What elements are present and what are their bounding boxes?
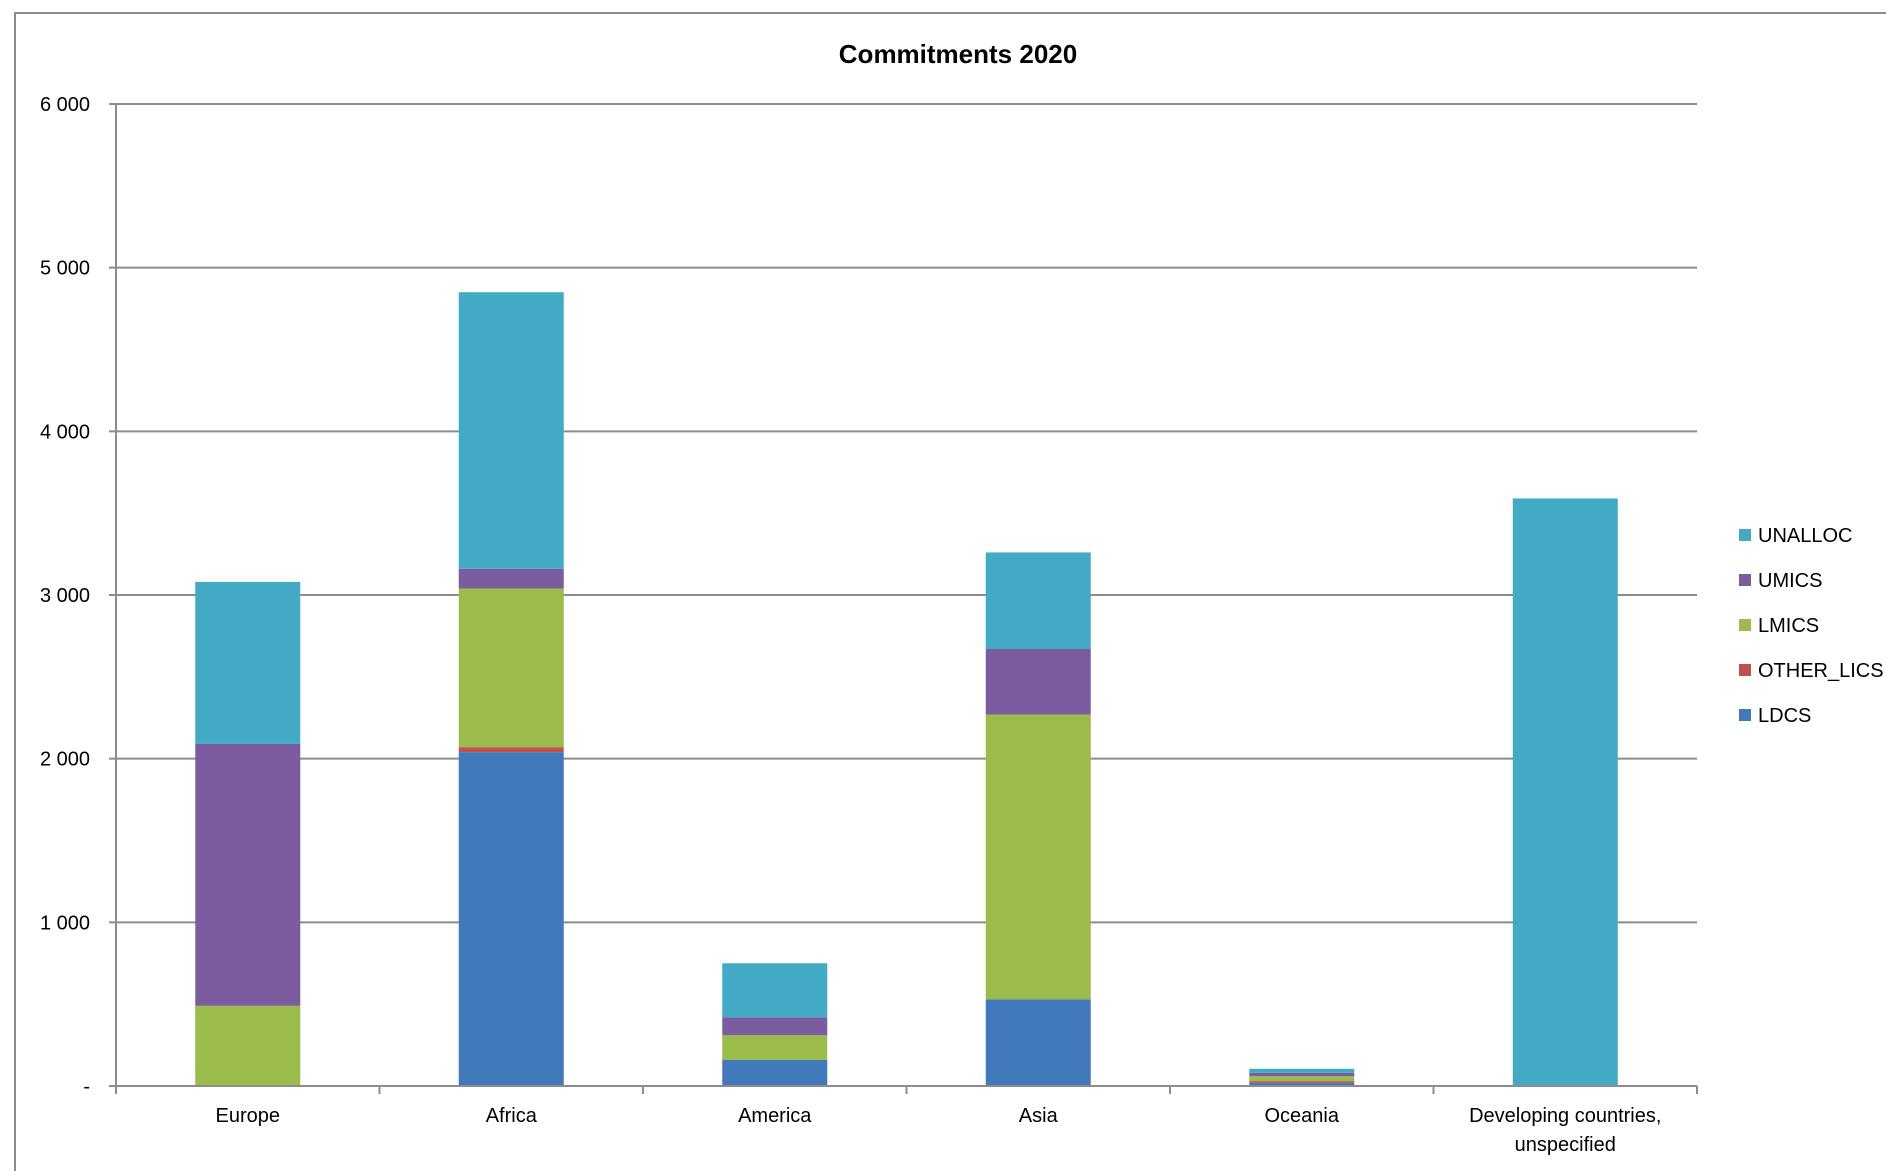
y-tick-label: 3 000 [40, 585, 90, 607]
bar-segment [195, 1005, 301, 1086]
axes [115, 104, 1698, 1094]
bar-segment [195, 743, 301, 1006]
bar-segment [722, 963, 828, 1018]
y-tick-label: 5 000 [40, 258, 90, 280]
bar-segment [1512, 498, 1618, 1087]
x-tick-label: Africa [486, 1105, 538, 1127]
bar-segment [985, 714, 1091, 1000]
x-tick-label: Oceania [1265, 1105, 1340, 1127]
legend-label: LDCS [1758, 705, 1811, 727]
x-tick-label: Europe [216, 1105, 281, 1127]
legend-label: OTHER_LICS [1758, 660, 1884, 682]
bar-segment [1249, 1076, 1355, 1082]
bar-segment [985, 999, 1091, 1086]
bar-segment [985, 649, 1091, 715]
bar-segment [458, 292, 564, 569]
bar-segment [1249, 1081, 1355, 1083]
bar-segment [458, 752, 564, 1086]
y-tick-label: 4 000 [40, 421, 90, 443]
bar-segment [985, 552, 1091, 650]
legend-label: UNALLOC [1758, 525, 1852, 547]
legend-swatch [1739, 619, 1751, 631]
y-tick-label: 1 000 [40, 912, 90, 934]
x-tick-label: America [738, 1105, 812, 1127]
bar-segment [1249, 1072, 1355, 1077]
gridlines [116, 103, 1697, 924]
x-tick-label: Developing countries, unspecified [1469, 1105, 1661, 1156]
chart-title: Commitments 2020 [839, 39, 1077, 69]
legend-label: UMICS [1758, 570, 1822, 592]
legend-label: LMICS [1758, 615, 1819, 637]
legend-swatch [1739, 709, 1751, 721]
y-tick-label: 6 000 [40, 94, 90, 116]
legend-swatch [1739, 529, 1751, 541]
legend-swatch [1739, 664, 1751, 676]
bar-segment [722, 1017, 828, 1036]
y-tick-label: 2 000 [40, 749, 90, 771]
x-tick-label: Asia [1019, 1105, 1059, 1127]
bar-segment [722, 1035, 828, 1060]
bar-segment [458, 588, 564, 748]
bars [195, 292, 1618, 1087]
bar-segment [722, 1059, 828, 1086]
bar-segment [195, 581, 301, 744]
bar-segment [458, 568, 564, 589]
bar-segment [1249, 1082, 1355, 1086]
bar-segment [458, 747, 564, 753]
legend-swatch [1739, 574, 1751, 586]
y-axis-tick-labels: - 1 000 2 000 3 000 4 000 5 000 6 000 [40, 94, 116, 1098]
bar-segment [1249, 1068, 1355, 1073]
y-tick-label: - [83, 1076, 90, 1098]
legend: UNALLOC UMICS LMICS OTHER_LICS LDCS [1739, 525, 1884, 727]
chart-frame [14, 12, 1886, 1171]
x-axis-tick-labels: Europe Africa America Asia Oceania Developing… [216, 1105, 1662, 1156]
